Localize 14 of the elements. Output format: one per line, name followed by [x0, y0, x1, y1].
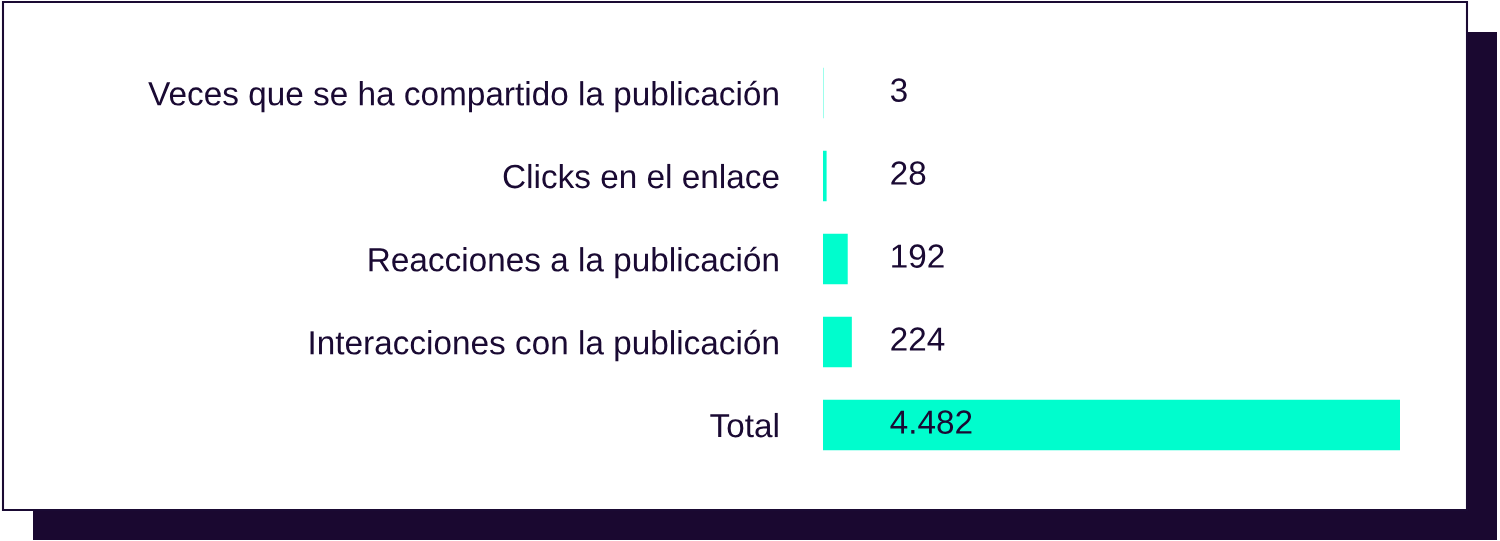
data-label: 28 [891, 161, 926, 185]
y-tick-label: Total [710, 412, 778, 438]
data-label: 3 [890, 78, 907, 102]
bar [823, 150, 827, 202]
y-tick-label: Clicks en el enlace [503, 163, 779, 189]
y-tick-label: Interacciones con la publicación [310, 329, 778, 362]
bar [823, 233, 848, 285]
data-label: 224 [891, 327, 945, 351]
data-label: 192 [892, 244, 944, 268]
data-label: 4.482 [890, 410, 972, 434]
bar [823, 316, 852, 368]
y-tick-label: Reacciones a la publicación [369, 246, 778, 279]
bar [823, 399, 1400, 451]
y-tick-label: Veces que se ha compartido la publicación [148, 80, 778, 113]
